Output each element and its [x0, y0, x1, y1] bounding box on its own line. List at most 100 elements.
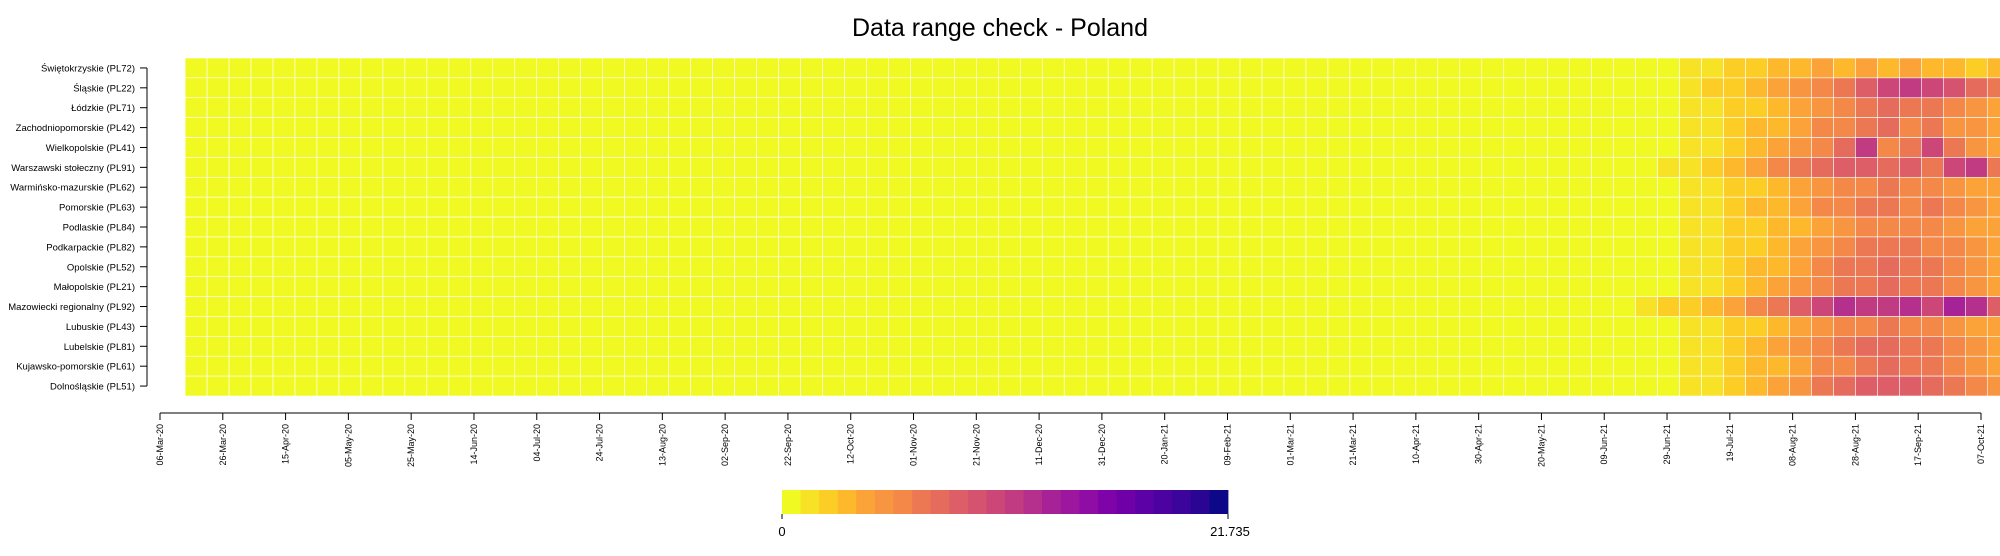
heatmap-cell [1437, 256, 1461, 278]
heatmap-cell [228, 296, 252, 317]
heatmap-cell [602, 256, 625, 278]
heatmap-cell [1503, 97, 1527, 118]
heatmap-cell [448, 196, 472, 218]
heatmap-cell [228, 256, 252, 278]
heatmap-cell [448, 375, 472, 397]
heatmap-cell [536, 196, 560, 218]
heatmap-cell [1767, 157, 1790, 178]
heatmap-cell [1371, 77, 1395, 99]
heatmap-cell [580, 157, 603, 178]
heatmap-cell [1327, 196, 1351, 218]
heatmap-cell [1481, 157, 1505, 178]
heatmap-cell [1261, 77, 1285, 99]
heatmap-cell [1437, 97, 1461, 118]
heatmap-cell [756, 336, 779, 357]
heatmap-cell [1437, 77, 1461, 99]
heatmap-cell [492, 97, 516, 118]
heatmap-cell [932, 296, 955, 317]
heatmap-cell [1481, 77, 1505, 99]
heatmap-cell [316, 196, 340, 218]
heatmap-cell [1723, 276, 1746, 297]
heatmap-cell [1811, 276, 1834, 297]
heatmap-cell [382, 57, 406, 79]
heatmap-cell [1459, 336, 1483, 357]
heatmap-cell [1261, 296, 1285, 317]
heatmap-cell [888, 296, 911, 317]
heatmap-cell [426, 216, 450, 238]
heatmap-cell [910, 77, 933, 99]
heatmap-cell [1745, 77, 1768, 99]
heatmap-cell [1085, 296, 1109, 317]
heatmap-cell [580, 97, 603, 118]
heatmap-cell [1283, 236, 1307, 258]
heatmap-cell [426, 236, 450, 258]
x-tick-label: 15-Apr-20 [281, 424, 291, 464]
heatmap-cell [1701, 256, 1724, 278]
heatmap-cell [624, 296, 647, 317]
colorbar-swatch [837, 490, 857, 514]
x-tick-label: 24-Jul-20 [595, 424, 605, 462]
x-tick-label: 13-Aug-20 [657, 424, 667, 466]
heatmap-cell [1877, 137, 1900, 158]
heatmap-cell [1503, 57, 1527, 79]
heatmap-cell [844, 216, 867, 238]
heatmap-cell [1041, 236, 1065, 258]
heatmap-cell [910, 336, 933, 357]
heatmap-cell [404, 137, 428, 158]
heatmap-cell [866, 216, 889, 238]
heatmap-cell [338, 216, 362, 238]
heatmap-cell [1019, 117, 1043, 138]
heatmap-cell [250, 176, 274, 198]
heatmap-cell [1767, 375, 1790, 397]
heatmap-cell [426, 176, 450, 198]
heatmap-cell [206, 176, 230, 198]
heatmap-cell [734, 256, 757, 278]
heatmap-cell [1129, 77, 1153, 99]
heatmap-cell [1833, 296, 1856, 317]
heatmap-cell [756, 296, 779, 317]
heatmap-cell [426, 137, 450, 158]
heatmap-cell [778, 296, 801, 317]
heatmap-cell [1811, 375, 1834, 397]
heatmap-cell [1327, 157, 1351, 178]
heatmap-cell [1833, 375, 1856, 397]
heatmap-cell [668, 176, 691, 198]
heatmap-cell [316, 375, 340, 397]
heatmap-cell [1745, 355, 1768, 377]
heatmap-cell [1349, 236, 1373, 258]
heatmap-cell [228, 77, 252, 99]
heatmap-cell [1041, 375, 1065, 397]
heatmap-cell [1415, 256, 1439, 278]
heatmap-cell [1305, 137, 1329, 158]
heatmap-cell [1261, 196, 1285, 218]
heatmap-cell [866, 57, 889, 79]
x-tick-label: 28-Aug-21 [1850, 424, 1860, 466]
heatmap-cell [1415, 276, 1439, 297]
heatmap-cell [976, 57, 999, 79]
heatmap-cell [1547, 355, 1571, 377]
heatmap-cell [844, 336, 867, 357]
heatmap-cell [1986, 176, 2000, 198]
heatmap-cell [1481, 256, 1505, 278]
heatmap-cell [1151, 176, 1175, 198]
heatmap-cell [1745, 196, 1768, 218]
y-tick-label: Śląskie (PL22) [73, 82, 135, 94]
heatmap-cell [756, 316, 779, 337]
heatmap-cell [1063, 97, 1087, 118]
heatmap-cell [1943, 236, 1966, 258]
heatmap-cell [1943, 77, 1966, 99]
heatmap-cell [492, 355, 516, 377]
heatmap-cell [1393, 375, 1417, 397]
heatmap-cell [1393, 117, 1417, 138]
heatmap-cell [1327, 316, 1351, 337]
heatmap-cell [1085, 355, 1109, 377]
heatmap-cell [1327, 176, 1351, 198]
heatmap-cell [1283, 296, 1307, 317]
x-tick-label: 29-Jun-21 [1662, 424, 1672, 465]
colorbar-swatch [1209, 490, 1229, 514]
heatmap-cell [1943, 196, 1966, 218]
heatmap-cell [1613, 336, 1636, 357]
heatmap-cell [800, 216, 823, 238]
heatmap-cell [382, 196, 406, 218]
heatmap-cell [1283, 157, 1307, 178]
